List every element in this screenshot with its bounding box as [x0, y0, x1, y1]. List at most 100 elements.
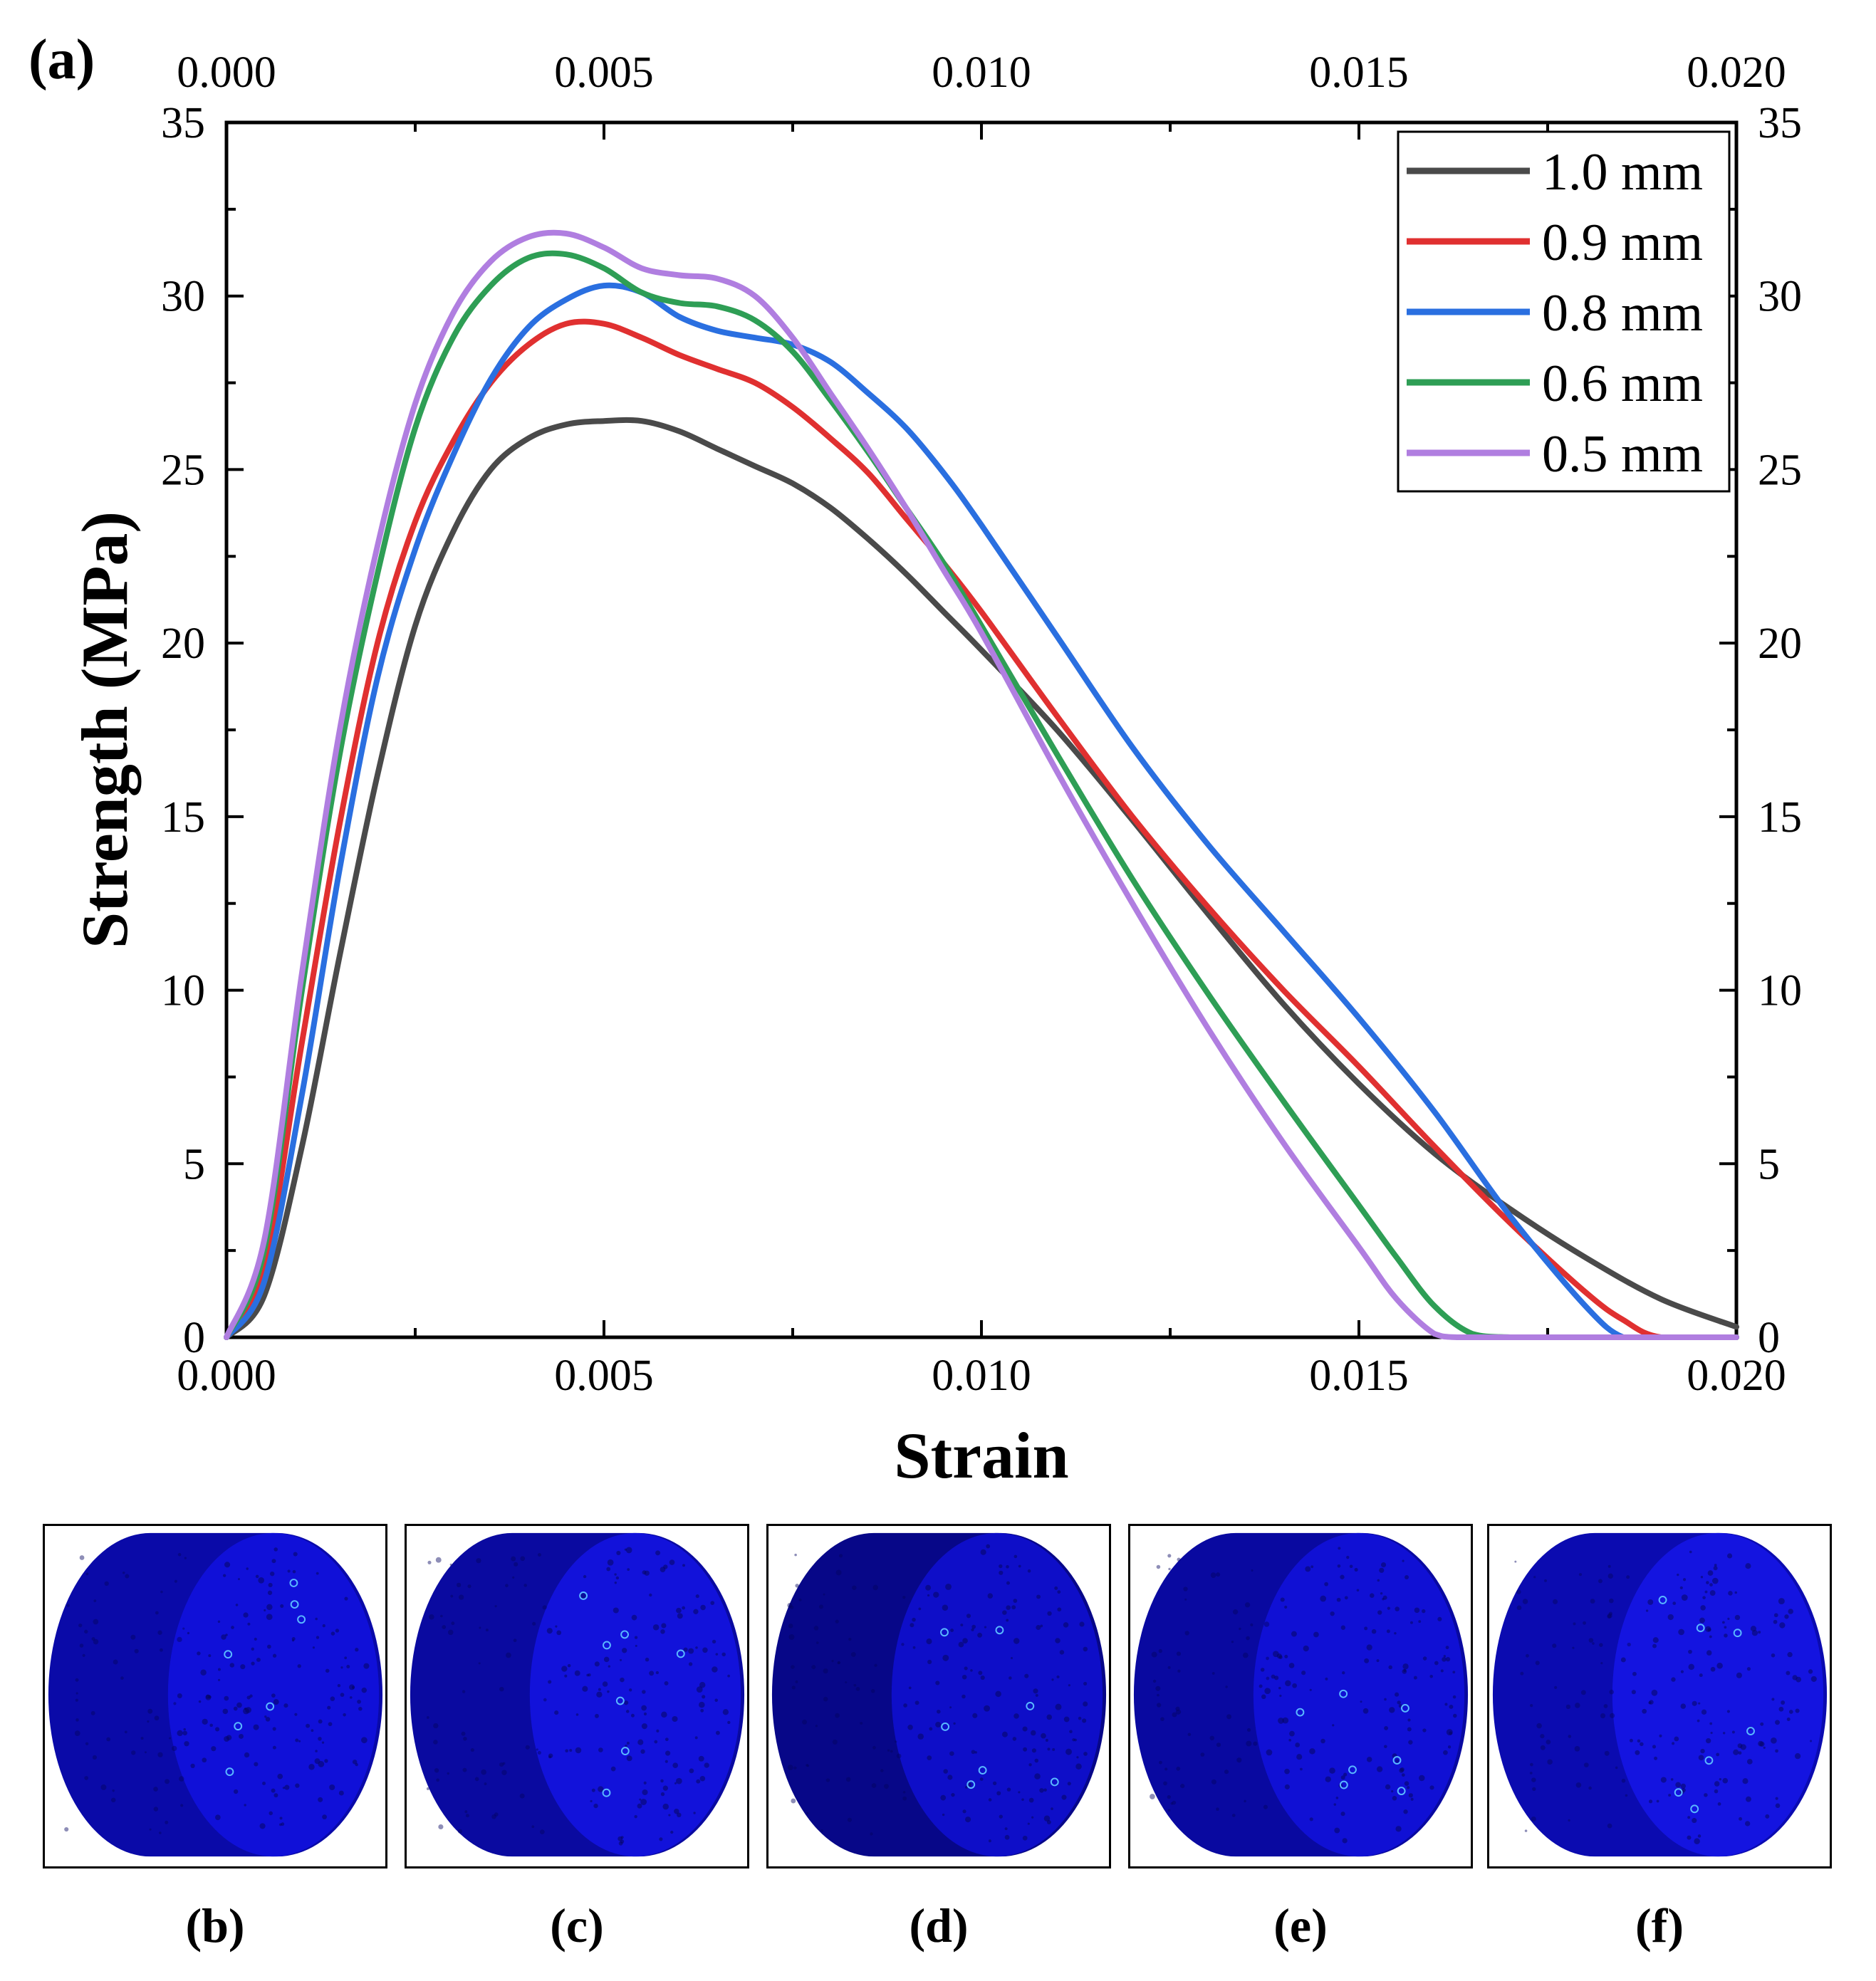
crack-speck: [625, 1547, 632, 1554]
crack-speck: [925, 1584, 932, 1591]
crack-speck: [324, 1759, 328, 1763]
crack-speck: [1437, 1616, 1442, 1621]
crack-speck: [1529, 1772, 1533, 1774]
crack-speck: [1264, 1688, 1271, 1695]
crack-speck: [971, 1750, 976, 1755]
crack-speck: [1244, 1799, 1246, 1803]
crack-speck: [630, 1713, 635, 1718]
damage-spot: [1733, 1629, 1742, 1638]
crack-speck: [1440, 1669, 1444, 1673]
crack-speck: [266, 1604, 273, 1611]
crack-speck: [499, 1762, 504, 1767]
crack-speck: [1340, 1812, 1345, 1817]
crack-speck: [602, 1681, 608, 1687]
crack-speck: [962, 1694, 966, 1699]
crack-speck: [634, 1636, 638, 1639]
crack-speck: [464, 1810, 468, 1814]
crack-speck: [1266, 1656, 1269, 1661]
crack-speck: [1389, 1707, 1395, 1713]
crack-speck: [1040, 1624, 1043, 1628]
crack-speck: [246, 1567, 249, 1570]
crack-speck: [1620, 1657, 1626, 1663]
crack-speck: [712, 1639, 716, 1644]
crack-speck: [655, 1550, 661, 1556]
crack-speck: [243, 1612, 249, 1618]
crack-speck: [1379, 1567, 1385, 1573]
crack-speck: [1675, 1782, 1682, 1788]
crack-speck: [343, 1713, 346, 1717]
crack-speck: [622, 1648, 627, 1653]
crack-speck: [942, 1604, 949, 1611]
damage-spot: [995, 1626, 1004, 1635]
damage-spot: [966, 1780, 976, 1789]
crack-speck: [988, 1839, 991, 1843]
crack-speck: [1775, 1797, 1778, 1800]
crack-speck: [1694, 1838, 1700, 1844]
crack-speck: [1565, 1704, 1571, 1710]
crack-speck: [670, 1830, 674, 1834]
crack-speck: [835, 1569, 842, 1576]
crack-speck: [652, 1624, 660, 1631]
crack-speck: [962, 1674, 967, 1680]
crack-speck: [1266, 1749, 1273, 1756]
crack-speck: [1733, 1749, 1739, 1755]
crack-speck: [1709, 1590, 1716, 1596]
crack-speck: [433, 1740, 438, 1745]
crack-speck: [1607, 1614, 1612, 1619]
crack-speck: [1063, 1716, 1070, 1723]
crack-speck: [614, 1573, 617, 1576]
crack-speck: [271, 1693, 276, 1698]
crack-speck: [1039, 1788, 1044, 1793]
crack-speck: [1236, 1757, 1242, 1763]
crack-speck: [1734, 1591, 1738, 1594]
damage-spot: [1674, 1788, 1683, 1797]
crack-speck: [980, 1549, 986, 1555]
damage-spot: [620, 1747, 630, 1755]
crack-speck: [1244, 1602, 1251, 1608]
crack-speck: [1796, 1676, 1802, 1683]
crack-speck: [1052, 1747, 1056, 1751]
crack-speck: [593, 1803, 598, 1809]
crack-speck: [1784, 1614, 1789, 1619]
crack-speck: [1704, 1590, 1708, 1594]
crack-speck: [520, 1556, 526, 1562]
crack-speck: [927, 1755, 932, 1760]
crack-speck: [434, 1768, 439, 1773]
crack-speck: [494, 1812, 499, 1817]
crack-speck: [1724, 1634, 1728, 1638]
crack-speck: [172, 1745, 177, 1752]
crack-speck: [1788, 1609, 1793, 1614]
series-line-0-9-mm: [224, 318, 1739, 1340]
crack-speck: [1648, 1799, 1653, 1804]
crack-speck: [620, 1658, 622, 1661]
crack-speck: [169, 1737, 171, 1740]
crack-speck: [1031, 1816, 1034, 1819]
crack-speck: [1334, 1827, 1340, 1834]
crack-speck: [75, 1718, 79, 1722]
series-line-0-8-mm: [224, 282, 1739, 1340]
crack-speck: [1795, 1708, 1800, 1713]
crack-speck: [1687, 1835, 1692, 1840]
crack-speck: [1152, 1679, 1157, 1683]
crack-speck: [1640, 1742, 1644, 1747]
crack-speck: [1061, 1794, 1067, 1800]
crack-speck: [1726, 1710, 1730, 1713]
crack-speck: [187, 1631, 190, 1635]
crack-speck: [1342, 1671, 1345, 1675]
crack-speck: [819, 1604, 823, 1609]
crack-speck: [330, 1631, 335, 1636]
crack-speck: [297, 1664, 301, 1668]
crack-speck: [1266, 1676, 1270, 1681]
crack-speck: [1006, 1787, 1011, 1792]
crack-speck: [1364, 1626, 1368, 1631]
crack-speck: [113, 1659, 118, 1665]
crack-speck: [1692, 1818, 1697, 1824]
crack-speck: [1709, 1583, 1713, 1587]
crack-speck: [660, 1629, 665, 1634]
crack-speck: [1407, 1718, 1411, 1722]
crack-speck: [1516, 1605, 1522, 1611]
crack-speck: [1787, 1651, 1793, 1658]
crack-speck: [1231, 1641, 1234, 1643]
crack-speck: [642, 1789, 648, 1796]
panel-b-label: (b): [185, 1898, 245, 1953]
